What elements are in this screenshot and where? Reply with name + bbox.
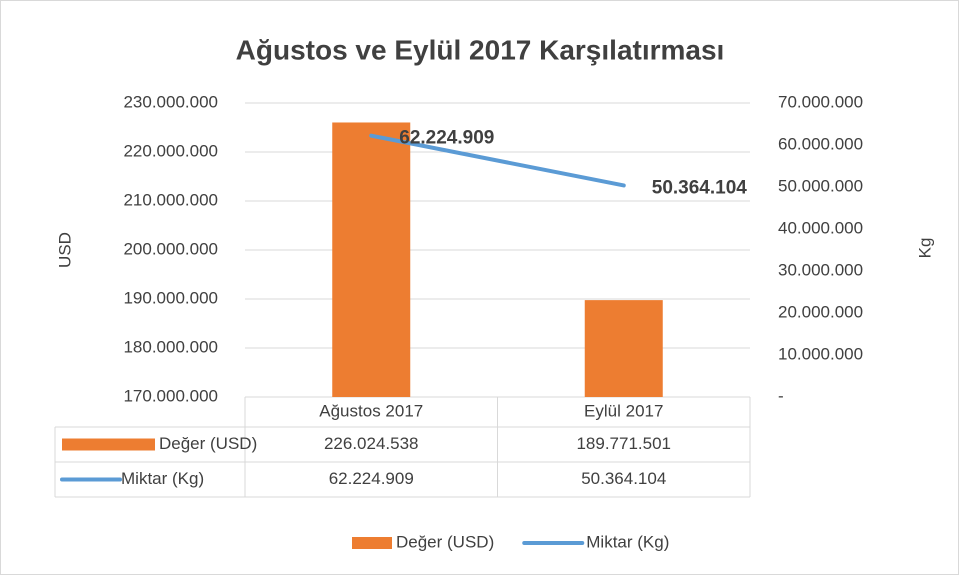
table-cell: 189.771.501 [576,434,671,453]
bar [332,122,411,397]
y-axis-title: USD [55,232,74,268]
legend-label: Miktar (Kg) [586,532,669,551]
data-label: 62.224.909 [399,128,494,149]
x-tick-label: Ağustos 2017 [319,401,423,420]
line [369,133,626,188]
table-row-header: Miktar (Kg) [121,469,204,488]
y2-tick-label: 40.000.000 [778,218,863,237]
legend-label: Değer (USD) [396,532,494,551]
chart-title: Ağustos ve Eylül 2017 Karşılatırması [236,34,725,65]
data-label: 50.364.104 [652,177,748,198]
y-tick-label: 230.000.000 [123,92,218,111]
y2-tick-label: 10.000.000 [778,344,863,363]
table-cell: 62.224.909 [329,469,414,488]
y2-tick-label: - [778,386,784,405]
y-tick-label: 180.000.000 [123,337,218,356]
legend-key [352,537,392,549]
table-cell: 226.024.538 [324,434,419,453]
y2-tick-label: 70.000.000 [778,92,863,111]
y-tick-label: 220.000.000 [123,141,218,160]
y2-axis-title: Kg [915,238,934,259]
legend-key [62,438,155,451]
y2-tick-label: 20.000.000 [778,302,863,321]
y2-tick-label: 30.000.000 [778,260,863,279]
bar [584,300,663,397]
y2-tick-label: 60.000.000 [778,134,863,153]
y-tick-label: 210.000.000 [123,190,218,209]
x-tick-label: Eylül 2017 [584,401,663,420]
y-tick-label: 170.000.000 [123,386,218,405]
y-tick-label: 200.000.000 [123,239,218,258]
table-cell: 50.364.104 [581,469,666,488]
table-row-header: Değer (USD) [159,434,257,453]
y2-tick-label: 50.000.000 [778,176,863,195]
y-tick-label: 190.000.000 [123,288,218,307]
